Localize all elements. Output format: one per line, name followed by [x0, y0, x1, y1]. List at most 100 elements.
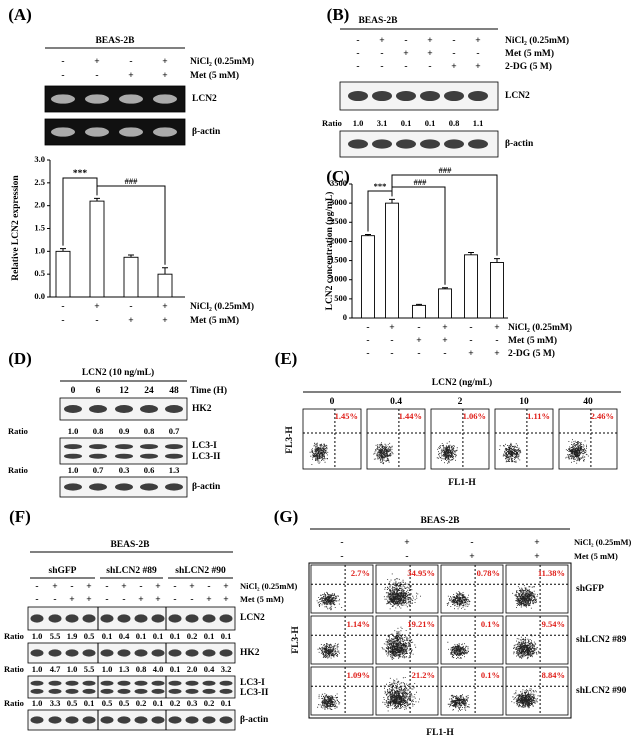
percent: 11.38%: [538, 568, 565, 578]
ratio: 1.0: [68, 426, 79, 436]
ratio: 4.0: [153, 664, 164, 674]
dose: 2: [458, 397, 463, 407]
y-tick-label: 2.0: [34, 200, 45, 210]
blot-label: β-actin: [505, 139, 534, 149]
sign: +: [52, 582, 57, 592]
treatment-name: Met (5 mM): [190, 70, 239, 81]
band: [219, 716, 233, 724]
bar: [490, 262, 504, 319]
flow-events: [511, 686, 539, 709]
band: [202, 614, 216, 623]
sign: +: [404, 538, 409, 548]
percent: 21.2%: [412, 670, 435, 680]
sign: +: [128, 316, 133, 326]
band: [119, 127, 143, 137]
y-tick-label: 3.0: [34, 154, 45, 164]
group-label: shLCN2 #90: [175, 566, 226, 576]
band: [468, 90, 488, 102]
band: [82, 649, 96, 657]
cell-line: BEAS-2B: [420, 516, 460, 526]
sign: +: [86, 595, 91, 605]
band: [168, 649, 182, 657]
sign: -: [404, 62, 407, 72]
band: [115, 483, 133, 491]
band: [65, 688, 79, 694]
band: [82, 680, 96, 686]
ratio: 0.1: [221, 698, 232, 708]
sign: +: [475, 62, 480, 72]
band: [165, 453, 183, 459]
band: [140, 453, 158, 459]
sign: -: [105, 582, 108, 592]
percent: 2.7%: [351, 568, 370, 578]
sign: -: [469, 323, 472, 333]
ratio: 0.1: [204, 631, 215, 641]
sign: +: [206, 595, 211, 605]
ratio: 0.4: [119, 631, 130, 641]
sign: +: [94, 57, 99, 67]
band: [48, 716, 62, 724]
band: [140, 405, 158, 413]
error-bar: [162, 267, 168, 275]
treatment-name: LCN2 (ng/mL): [432, 377, 492, 388]
ratio: 1.9: [67, 631, 78, 641]
bar: [385, 202, 399, 319]
sign: +: [427, 49, 432, 59]
sign: -: [129, 57, 132, 67]
ratio: 0.2: [136, 698, 147, 708]
percent: 1.14%: [347, 619, 370, 629]
y-axis-label: FL3-H: [285, 426, 295, 454]
annotation: ***: [374, 181, 387, 191]
treatment-name: 2-DG (5 M): [508, 348, 555, 359]
time: 6: [96, 386, 101, 396]
sign: +: [379, 36, 384, 46]
y-tick-label: 500: [334, 293, 347, 303]
band: [219, 649, 233, 657]
sign: -: [380, 49, 383, 59]
band: [444, 139, 464, 149]
treatment-name: Met (5 mM): [240, 594, 284, 604]
sign: +: [389, 323, 394, 333]
sign: +: [162, 302, 167, 312]
band: [89, 405, 107, 413]
cell-line: BEAS-2B: [110, 540, 150, 550]
cell-line: BEAS-2B: [95, 36, 135, 46]
band: [117, 649, 131, 657]
percent: 34.95%: [407, 568, 435, 578]
treatment-name: Met (5 mM): [190, 315, 239, 326]
band: [151, 614, 165, 623]
ratio: 1.3: [119, 664, 130, 674]
percent: 19.21%: [407, 619, 435, 629]
band: [219, 688, 233, 694]
error-bar: [468, 252, 474, 255]
panel-label: (G): [274, 507, 299, 526]
blot: [27, 709, 236, 731]
time: 0: [71, 386, 76, 396]
ratio: 3.2: [221, 664, 232, 674]
flow-events: [317, 693, 341, 710]
error-bar: [60, 248, 66, 252]
sign: +: [451, 62, 456, 72]
band: [65, 716, 79, 724]
row-label: shLCN2 #90: [576, 686, 627, 696]
blot-label: LC3-II: [240, 688, 269, 698]
ratio: 0.5: [102, 698, 113, 708]
ratio-label: Ratio: [4, 664, 24, 674]
dose: 0.4: [390, 397, 402, 407]
sign: -: [105, 595, 108, 605]
blot-label: LC3-I: [192, 441, 217, 451]
ratio: 5.5: [84, 664, 95, 674]
sign: -: [452, 49, 455, 59]
band: [64, 405, 82, 413]
sign: +: [427, 36, 432, 46]
ratio: 0.2: [204, 698, 215, 708]
flow-events: [373, 442, 394, 465]
bar: [157, 273, 173, 298]
sign: -: [476, 49, 479, 59]
ratio: 0.1: [153, 631, 164, 641]
y-tick-label: 1.5: [34, 222, 45, 232]
ratio: 1.0: [68, 465, 79, 475]
band: [202, 688, 216, 694]
band: [420, 139, 440, 149]
